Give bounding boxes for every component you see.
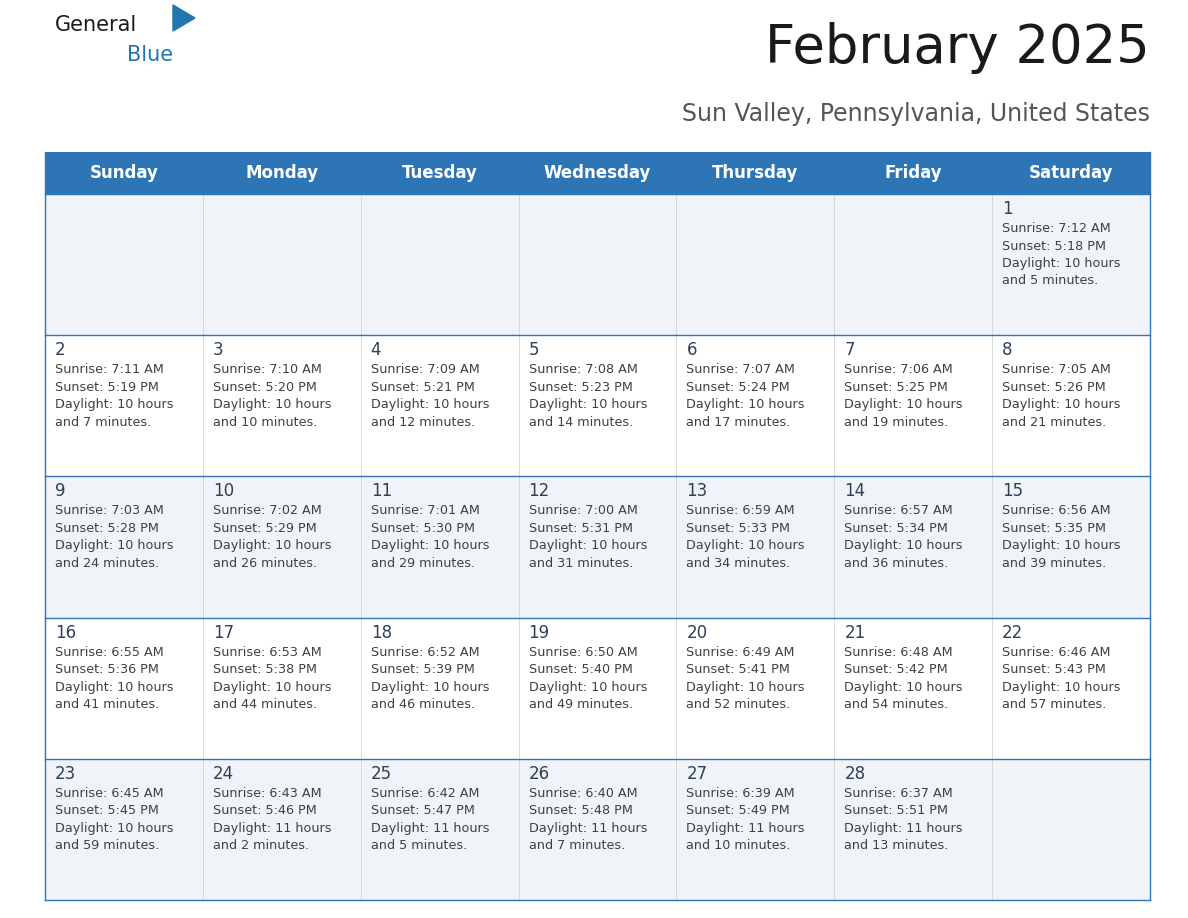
Text: Saturday: Saturday: [1029, 164, 1113, 182]
Polygon shape: [173, 5, 195, 31]
Text: 14: 14: [845, 482, 865, 500]
Text: 3: 3: [213, 341, 223, 359]
Text: Tuesday: Tuesday: [402, 164, 478, 182]
Text: Sunrise: 7:01 AM
Sunset: 5:30 PM
Daylight: 10 hours
and 29 minutes.: Sunrise: 7:01 AM Sunset: 5:30 PM Dayligh…: [371, 504, 489, 570]
Text: 25: 25: [371, 765, 392, 783]
Text: 13: 13: [687, 482, 708, 500]
Text: Sunrise: 7:06 AM
Sunset: 5:25 PM
Daylight: 10 hours
and 19 minutes.: Sunrise: 7:06 AM Sunset: 5:25 PM Dayligh…: [845, 364, 962, 429]
Text: 26: 26: [529, 765, 550, 783]
Text: 5: 5: [529, 341, 539, 359]
Text: 28: 28: [845, 765, 865, 783]
Text: Monday: Monday: [245, 164, 318, 182]
Text: Sunrise: 7:09 AM
Sunset: 5:21 PM
Daylight: 10 hours
and 12 minutes.: Sunrise: 7:09 AM Sunset: 5:21 PM Dayligh…: [371, 364, 489, 429]
Text: 23: 23: [55, 765, 76, 783]
Text: 22: 22: [1003, 623, 1023, 642]
Bar: [45, 335, 1150, 476]
Text: Sunrise: 7:08 AM
Sunset: 5:23 PM
Daylight: 10 hours
and 14 minutes.: Sunrise: 7:08 AM Sunset: 5:23 PM Dayligh…: [529, 364, 647, 429]
Text: 20: 20: [687, 623, 708, 642]
Text: Sunrise: 6:42 AM
Sunset: 5:47 PM
Daylight: 11 hours
and 5 minutes.: Sunrise: 6:42 AM Sunset: 5:47 PM Dayligh…: [371, 787, 489, 852]
Text: Sunrise: 6:52 AM
Sunset: 5:39 PM
Daylight: 10 hours
and 46 minutes.: Sunrise: 6:52 AM Sunset: 5:39 PM Dayligh…: [371, 645, 489, 711]
Text: Friday: Friday: [884, 164, 942, 182]
Text: Sunrise: 6:45 AM
Sunset: 5:45 PM
Daylight: 10 hours
and 59 minutes.: Sunrise: 6:45 AM Sunset: 5:45 PM Dayligh…: [55, 787, 173, 852]
Text: Sunrise: 7:00 AM
Sunset: 5:31 PM
Daylight: 10 hours
and 31 minutes.: Sunrise: 7:00 AM Sunset: 5:31 PM Dayligh…: [529, 504, 647, 570]
Text: 8: 8: [1003, 341, 1012, 359]
Text: Sunrise: 7:12 AM
Sunset: 5:18 PM
Daylight: 10 hours
and 5 minutes.: Sunrise: 7:12 AM Sunset: 5:18 PM Dayligh…: [1003, 222, 1120, 287]
Text: Sunrise: 6:37 AM
Sunset: 5:51 PM
Daylight: 11 hours
and 13 minutes.: Sunrise: 6:37 AM Sunset: 5:51 PM Dayligh…: [845, 787, 962, 852]
Text: Sunrise: 7:02 AM
Sunset: 5:29 PM
Daylight: 10 hours
and 26 minutes.: Sunrise: 7:02 AM Sunset: 5:29 PM Dayligh…: [213, 504, 331, 570]
Text: 7: 7: [845, 341, 855, 359]
Text: Sunrise: 7:05 AM
Sunset: 5:26 PM
Daylight: 10 hours
and 21 minutes.: Sunrise: 7:05 AM Sunset: 5:26 PM Dayligh…: [1003, 364, 1120, 429]
Text: Sunday: Sunday: [89, 164, 158, 182]
Text: Blue: Blue: [127, 45, 173, 65]
Bar: [834, 152, 992, 194]
Text: Sunrise: 6:40 AM
Sunset: 5:48 PM
Daylight: 11 hours
and 7 minutes.: Sunrise: 6:40 AM Sunset: 5:48 PM Dayligh…: [529, 787, 647, 852]
Text: 16: 16: [55, 623, 76, 642]
Text: Thursday: Thursday: [712, 164, 798, 182]
Text: 4: 4: [371, 341, 381, 359]
Text: Sunrise: 6:43 AM
Sunset: 5:46 PM
Daylight: 11 hours
and 2 minutes.: Sunrise: 6:43 AM Sunset: 5:46 PM Dayligh…: [213, 787, 331, 852]
Text: Sunrise: 6:55 AM
Sunset: 5:36 PM
Daylight: 10 hours
and 41 minutes.: Sunrise: 6:55 AM Sunset: 5:36 PM Dayligh…: [55, 645, 173, 711]
Text: February 2025: February 2025: [765, 22, 1150, 74]
Text: Sunrise: 6:39 AM
Sunset: 5:49 PM
Daylight: 11 hours
and 10 minutes.: Sunrise: 6:39 AM Sunset: 5:49 PM Dayligh…: [687, 787, 805, 852]
Bar: [676, 152, 834, 194]
Text: Sunrise: 6:59 AM
Sunset: 5:33 PM
Daylight: 10 hours
and 34 minutes.: Sunrise: 6:59 AM Sunset: 5:33 PM Dayligh…: [687, 504, 805, 570]
Text: Sunrise: 7:10 AM
Sunset: 5:20 PM
Daylight: 10 hours
and 10 minutes.: Sunrise: 7:10 AM Sunset: 5:20 PM Dayligh…: [213, 364, 331, 429]
Text: Sun Valley, Pennsylvania, United States: Sun Valley, Pennsylvania, United States: [682, 102, 1150, 126]
Text: 2: 2: [55, 341, 65, 359]
Bar: [45, 194, 1150, 335]
Text: 18: 18: [371, 623, 392, 642]
Text: Sunrise: 6:50 AM
Sunset: 5:40 PM
Daylight: 10 hours
and 49 minutes.: Sunrise: 6:50 AM Sunset: 5:40 PM Dayligh…: [529, 645, 647, 711]
Bar: [992, 152, 1150, 194]
Text: 15: 15: [1003, 482, 1023, 500]
Bar: [203, 152, 361, 194]
Text: 12: 12: [529, 482, 550, 500]
Text: 27: 27: [687, 765, 708, 783]
Text: Sunrise: 6:46 AM
Sunset: 5:43 PM
Daylight: 10 hours
and 57 minutes.: Sunrise: 6:46 AM Sunset: 5:43 PM Dayligh…: [1003, 645, 1120, 711]
Text: Sunrise: 6:49 AM
Sunset: 5:41 PM
Daylight: 10 hours
and 52 minutes.: Sunrise: 6:49 AM Sunset: 5:41 PM Dayligh…: [687, 645, 805, 711]
Text: 24: 24: [213, 765, 234, 783]
Text: Sunrise: 7:07 AM
Sunset: 5:24 PM
Daylight: 10 hours
and 17 minutes.: Sunrise: 7:07 AM Sunset: 5:24 PM Dayligh…: [687, 364, 805, 429]
Text: 21: 21: [845, 623, 866, 642]
Text: 10: 10: [213, 482, 234, 500]
Bar: [45, 759, 1150, 900]
Text: 11: 11: [371, 482, 392, 500]
Text: Sunrise: 6:48 AM
Sunset: 5:42 PM
Daylight: 10 hours
and 54 minutes.: Sunrise: 6:48 AM Sunset: 5:42 PM Dayligh…: [845, 645, 962, 711]
Bar: [45, 476, 1150, 618]
Text: 9: 9: [55, 482, 65, 500]
Bar: [45, 618, 1150, 759]
Bar: [45, 152, 203, 194]
Text: Sunrise: 6:56 AM
Sunset: 5:35 PM
Daylight: 10 hours
and 39 minutes.: Sunrise: 6:56 AM Sunset: 5:35 PM Dayligh…: [1003, 504, 1120, 570]
Text: 19: 19: [529, 623, 550, 642]
Text: 1: 1: [1003, 200, 1012, 218]
Text: 6: 6: [687, 341, 697, 359]
Bar: [519, 152, 676, 194]
Bar: [361, 152, 519, 194]
Text: 17: 17: [213, 623, 234, 642]
Text: Wednesday: Wednesday: [544, 164, 651, 182]
Text: General: General: [55, 15, 138, 35]
Text: Sunrise: 7:11 AM
Sunset: 5:19 PM
Daylight: 10 hours
and 7 minutes.: Sunrise: 7:11 AM Sunset: 5:19 PM Dayligh…: [55, 364, 173, 429]
Text: Sunrise: 7:03 AM
Sunset: 5:28 PM
Daylight: 10 hours
and 24 minutes.: Sunrise: 7:03 AM Sunset: 5:28 PM Dayligh…: [55, 504, 173, 570]
Text: Sunrise: 6:57 AM
Sunset: 5:34 PM
Daylight: 10 hours
and 36 minutes.: Sunrise: 6:57 AM Sunset: 5:34 PM Dayligh…: [845, 504, 962, 570]
Text: Sunrise: 6:53 AM
Sunset: 5:38 PM
Daylight: 10 hours
and 44 minutes.: Sunrise: 6:53 AM Sunset: 5:38 PM Dayligh…: [213, 645, 331, 711]
